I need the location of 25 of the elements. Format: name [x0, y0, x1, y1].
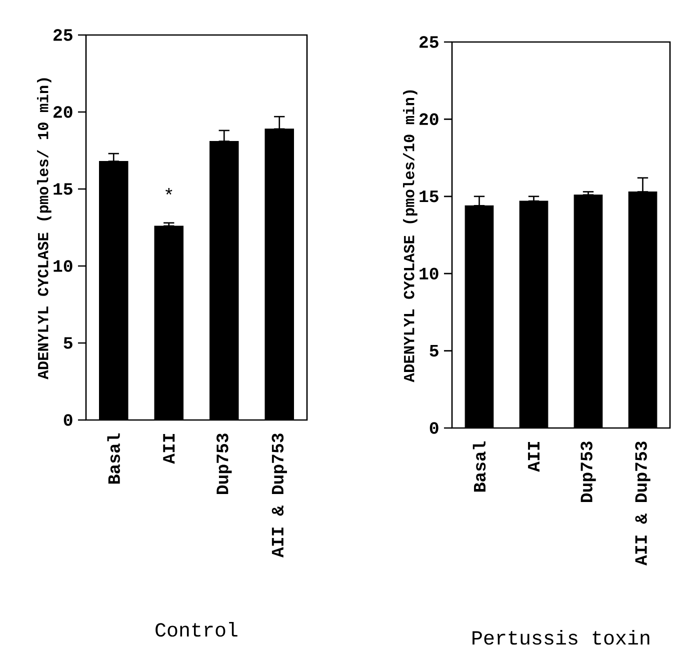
y-tick-label: 0 — [430, 422, 438, 434]
y-tick-label: 20 — [420, 113, 438, 126]
y-tick-label: 10 — [420, 268, 438, 280]
y-tick-label: 15 — [420, 190, 438, 202]
x-tick-label: Dup753 — [216, 434, 232, 494]
x-axis-title: Control — [156, 622, 238, 637]
y-tick-label: 20 — [54, 106, 72, 118]
y-tick-label: 10 — [54, 260, 72, 272]
x-tick-label: Basal — [107, 433, 120, 484]
annotation: * — [166, 188, 172, 195]
y-tick-label: 25 — [54, 29, 72, 41]
x-tick-label: AII — [163, 434, 175, 464]
y-tick-label: 25 — [420, 36, 438, 48]
y-tick-label: 0 — [64, 414, 72, 426]
y-tick-label: 5 — [430, 345, 438, 357]
x-tick-label: AII & Dup753 — [635, 442, 650, 566]
x-tick-label: Basal — [472, 441, 486, 492]
y-tick-label: 5 — [64, 337, 72, 349]
y-axis-title: ADENYLYL CYCLASE (pmoles/ 10 min) — [37, 78, 52, 380]
x-axis-title: Pertussis toxin — [472, 630, 650, 645]
y-axis-title: ADENYLYL CYCLASE (pmoles/10 min) — [403, 90, 418, 382]
x-tick-label: AII & Dup753 — [272, 434, 287, 558]
x-tick-label: Dup753 — [580, 442, 596, 502]
y-tick-label: 15 — [54, 183, 72, 195]
x-tick-label: AII — [528, 442, 540, 472]
